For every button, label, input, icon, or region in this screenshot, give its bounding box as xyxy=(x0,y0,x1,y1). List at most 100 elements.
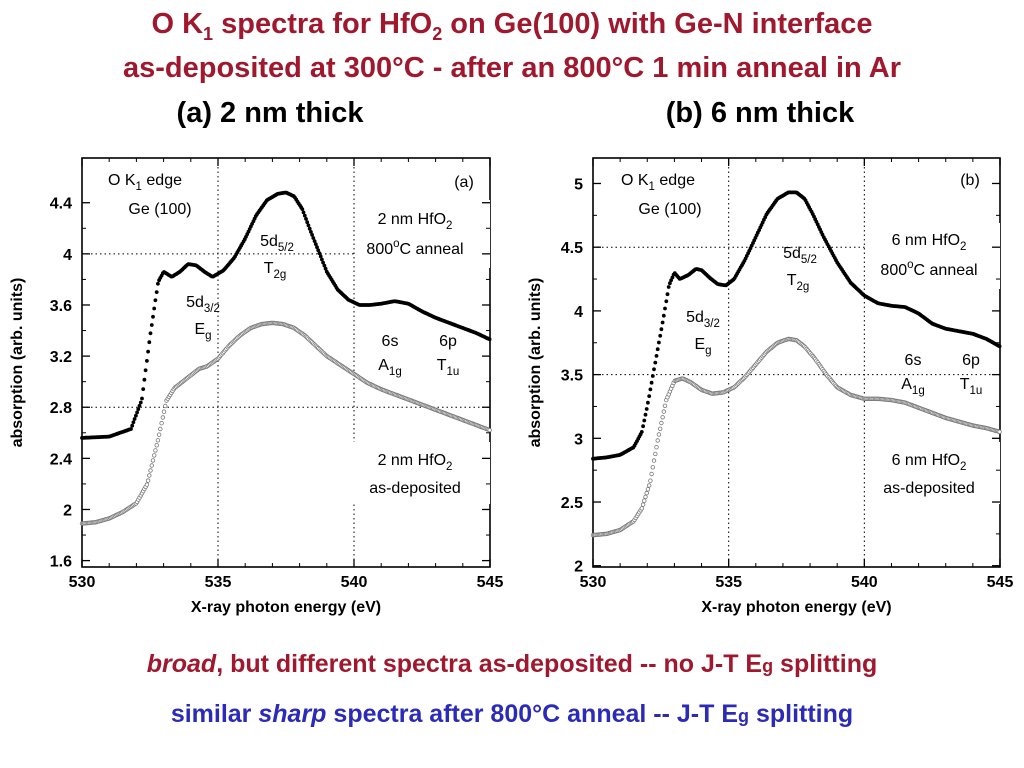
data-point xyxy=(650,374,655,378)
data-point xyxy=(639,506,644,511)
y-tick-label: 3.2 xyxy=(50,349,72,366)
x-axis-title: X-ray photon energy (eV) xyxy=(191,599,381,616)
slide-title-line2: as-deposited at 300°C - after an 800°C 1… xyxy=(123,52,901,84)
data-point xyxy=(318,254,323,259)
data-point xyxy=(657,340,661,345)
data-point xyxy=(137,403,142,408)
series-as-deposited xyxy=(590,336,1002,538)
peak-label-6p: 6p xyxy=(962,352,980,369)
label-box xyxy=(355,200,490,268)
label-box xyxy=(867,223,1000,289)
peak-label-6s: 6s xyxy=(905,352,922,369)
peak-label-t1u: T1u xyxy=(437,357,460,378)
data-point xyxy=(651,458,657,463)
data-point xyxy=(322,263,327,268)
data-point xyxy=(659,420,664,426)
data-point xyxy=(661,409,666,414)
data-point xyxy=(320,257,324,262)
data-point xyxy=(648,478,653,483)
data-point xyxy=(649,471,654,477)
peak-label-t2g: T2g xyxy=(787,272,810,293)
plot-frame xyxy=(592,157,1001,568)
data-point xyxy=(487,337,492,342)
y-tick-label: 2.8 xyxy=(50,400,72,417)
data-point xyxy=(487,427,492,433)
data-point xyxy=(130,423,135,428)
data-point xyxy=(158,426,163,432)
data-point xyxy=(161,409,167,414)
x-tick-label: 535 xyxy=(205,574,232,591)
peak-label-t2g: T2g xyxy=(264,260,287,281)
data-point xyxy=(134,413,138,418)
edge-label: O K1 edge xyxy=(621,172,695,193)
asdep-film-label: 2 nm HfO2 xyxy=(378,452,453,473)
data-point xyxy=(153,448,158,453)
peak-label-a1g: A1g xyxy=(378,357,401,378)
data-point xyxy=(156,432,162,437)
data-point xyxy=(135,410,140,415)
data-point xyxy=(159,421,164,426)
data-point xyxy=(162,403,168,409)
data-point xyxy=(145,359,149,363)
data-point xyxy=(129,427,133,431)
y-tick-label: 4.5 xyxy=(561,240,583,257)
peak-label-6s: 6s xyxy=(382,333,399,350)
series-as-deposited xyxy=(79,320,492,526)
data-point xyxy=(154,290,159,294)
data-point xyxy=(997,429,1002,434)
slide-title-line1: O K1 spectra for HfO2 on Ge(100) with Ge… xyxy=(151,8,873,44)
label-box xyxy=(866,442,1000,504)
panel-a-heading: (a) 2 nm thick xyxy=(176,97,364,129)
annealed-film-label: 2 nm HfO2 xyxy=(378,211,453,232)
x-tick-label: 530 xyxy=(580,574,607,591)
data-point xyxy=(305,220,310,225)
data-point xyxy=(665,292,670,297)
data-point xyxy=(313,242,318,246)
data-point xyxy=(156,281,160,286)
data-point xyxy=(136,407,141,411)
data-point xyxy=(666,285,671,289)
peak-label-5d32: 5d3/2 xyxy=(686,309,720,330)
data-point xyxy=(643,412,648,417)
data-point xyxy=(657,426,663,431)
data-point xyxy=(321,260,325,265)
anneal-condition-label: 800oC anneal xyxy=(366,238,463,258)
data-point xyxy=(151,314,155,319)
label-box xyxy=(352,442,490,504)
data-point xyxy=(640,502,646,507)
data-point xyxy=(650,465,655,470)
plot-frame xyxy=(81,157,491,568)
conclusion-line1: broad, but different spectra as-deposite… xyxy=(146,650,878,678)
data-point xyxy=(663,306,667,311)
data-point xyxy=(147,473,152,478)
data-point xyxy=(152,306,157,311)
x-tick-label: 540 xyxy=(341,574,368,591)
data-point xyxy=(301,210,306,215)
data-point xyxy=(661,313,666,318)
data-point xyxy=(639,430,644,434)
peak-label-eg: Eg xyxy=(694,336,711,357)
data-point xyxy=(149,323,154,327)
data-point xyxy=(660,320,665,325)
data-point xyxy=(131,420,136,425)
data-point xyxy=(145,478,151,483)
data-point xyxy=(304,217,308,221)
data-point xyxy=(656,432,662,437)
x-tick-label: 535 xyxy=(715,574,742,591)
data-point xyxy=(323,266,328,271)
data-point xyxy=(150,458,156,463)
data-point xyxy=(660,415,665,420)
y-tick-label: 3.6 xyxy=(50,298,72,315)
data-point xyxy=(151,453,157,458)
peak-label-t1u: T1u xyxy=(960,376,983,397)
y-tick-label: 2.5 xyxy=(561,495,583,512)
x-axis-title: X-ray photon energy (eV) xyxy=(701,599,891,616)
data-point xyxy=(644,490,649,496)
data-point xyxy=(160,415,165,420)
y-tick-label: 4 xyxy=(574,304,583,321)
data-point xyxy=(655,347,660,352)
data-point xyxy=(306,223,311,228)
y-tick-label: 2 xyxy=(574,559,583,576)
y-tick-label: 2 xyxy=(63,502,72,519)
data-point xyxy=(147,340,152,345)
